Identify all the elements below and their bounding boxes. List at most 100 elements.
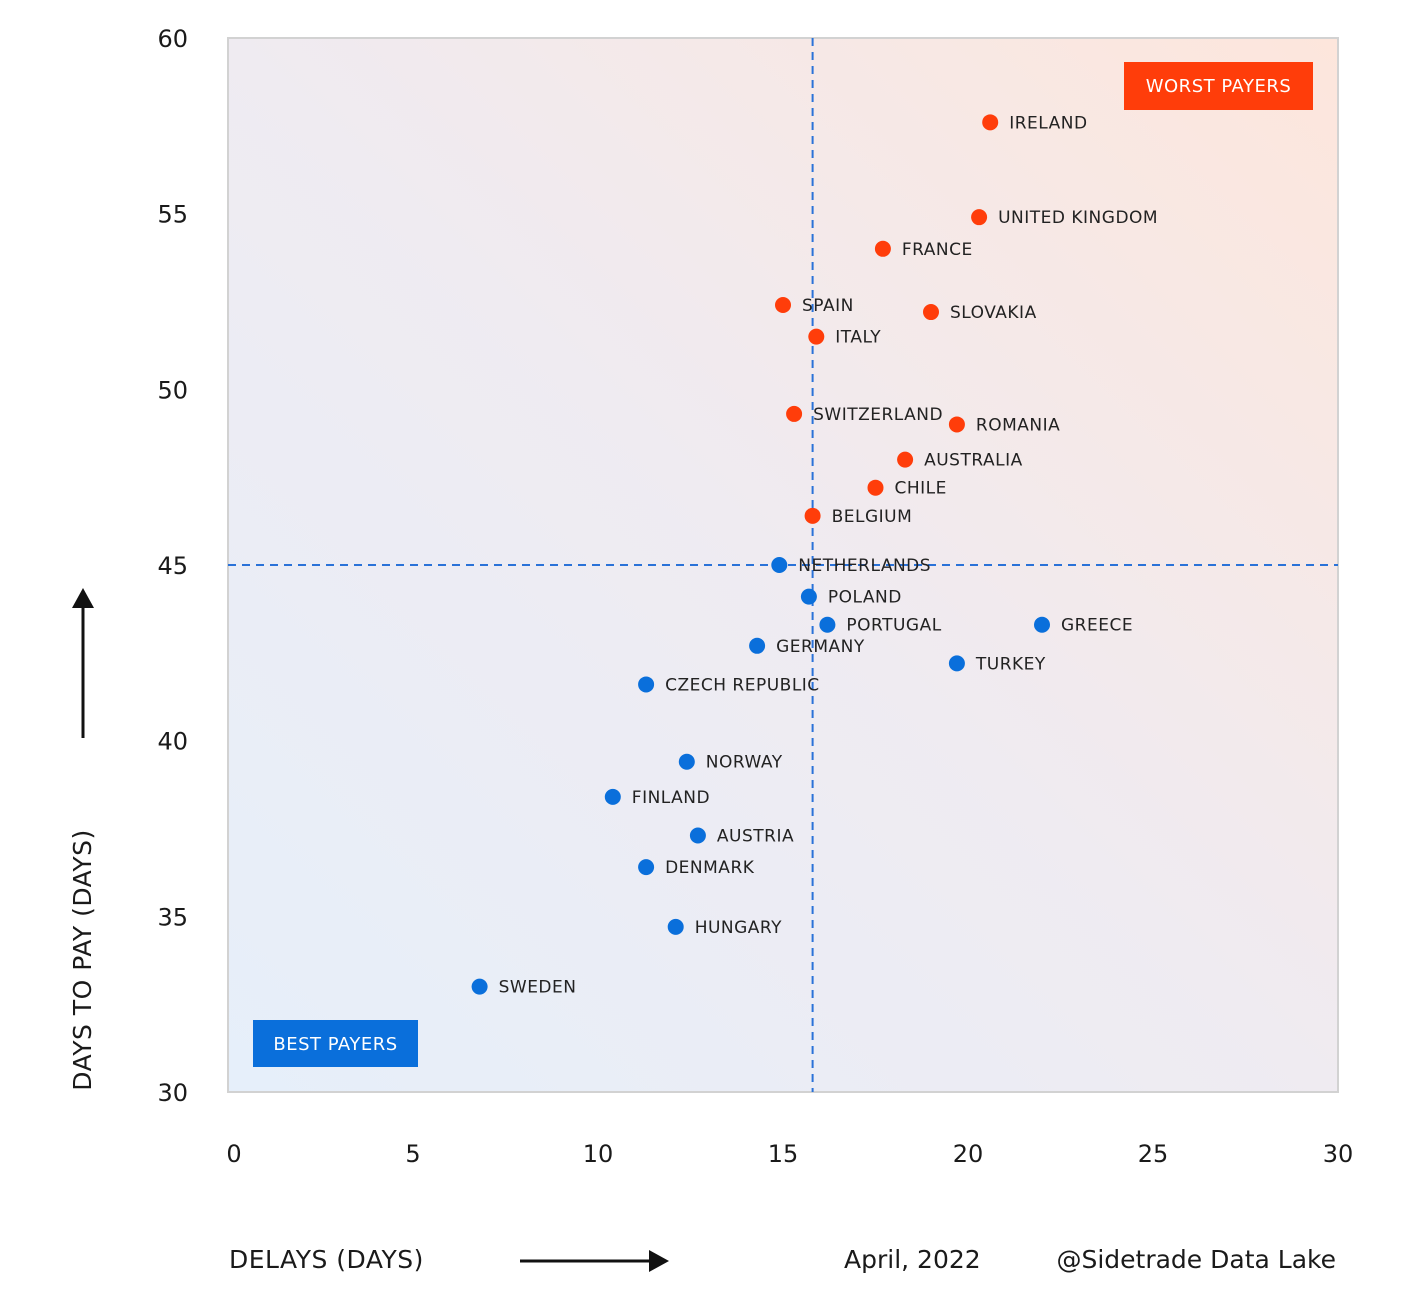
point-label: FRANCE (902, 240, 973, 260)
data-point-germany: GERMANY (749, 637, 865, 657)
point-marker (689, 827, 706, 844)
data-point-switzerland: SWITZERLAND (786, 405, 943, 425)
data-point-austria: AUSTRIA (689, 827, 794, 847)
point-marker (749, 637, 766, 654)
point-label: IRELAND (1009, 113, 1087, 133)
y-axis-title: DAYS TO PAY (DAYS) (68, 829, 97, 1090)
worst-payers-label: WORST PAYERS (1146, 76, 1292, 97)
data-point-turkey: TURKEY (948, 654, 1046, 674)
point-label: AUSTRIA (717, 827, 794, 847)
point-marker (867, 479, 884, 496)
point-marker (775, 297, 791, 314)
x-axis-arrow (520, 1250, 669, 1272)
data-point-norway: NORWAY (678, 753, 783, 773)
point-label: GERMANY (776, 637, 865, 657)
data-point-greece: GREECE (1034, 616, 1133, 636)
point-label: CHILE (895, 479, 947, 499)
point-marker (982, 114, 999, 131)
x-tick-label: 5 (405, 1140, 420, 1168)
footer-date: April, 2022 (844, 1245, 981, 1274)
point-label: POLAND (828, 588, 902, 608)
data-point-italy: ITALY (808, 328, 881, 348)
x-tick-label: 30 (1323, 1140, 1354, 1168)
point-label: ITALY (835, 328, 881, 348)
data-point-chile: CHILE (867, 479, 947, 499)
reference-lines (228, 38, 1338, 1092)
point-marker (948, 655, 965, 672)
data-point-belgium: BELGIUM (804, 507, 913, 527)
point-label: SLOVAKIA (950, 303, 1037, 323)
point-label: ROMANIA (976, 415, 1060, 435)
point-label: NETHERLANDS (798, 556, 931, 576)
footer-source: @Sidetrade Data Lake (1056, 1245, 1336, 1274)
point-marker (804, 507, 821, 524)
y-axis-ticks: 30 35 40 45 50 55 60 (157, 25, 188, 1107)
point-label: SWEDEN (499, 978, 577, 998)
point-marker (819, 616, 836, 633)
point-label: AUSTRALIA (924, 451, 1023, 471)
point-marker (874, 240, 891, 257)
worst-payers-badge: WORST PAYERS (1124, 62, 1313, 110)
x-axis-title: DELAYS (DAYS) (229, 1245, 424, 1274)
point-label: FINLAND (632, 788, 710, 808)
data-point-france: FRANCE (874, 240, 973, 260)
point-label: TURKEY (975, 654, 1046, 674)
point-marker (948, 416, 965, 433)
y-tick-label: 50 (157, 376, 188, 404)
point-label: GREECE (1061, 616, 1133, 636)
x-axis-ticks: 0 5 10 15 20 25 30 (226, 1140, 1353, 1168)
point-label: HUNGARY (695, 918, 782, 938)
x-tick-label: 15 (768, 1140, 799, 1168)
x-tick-label: 25 (1138, 1140, 1169, 1168)
y-tick-label: 60 (157, 25, 188, 53)
point-marker (786, 405, 803, 422)
data-point-netherlands: NETHERLANDS (771, 556, 931, 576)
y-tick-label: 30 (157, 1079, 188, 1107)
point-label: CZECH REPUBLIC (665, 675, 820, 695)
y-tick-label: 35 (157, 903, 188, 931)
data-point-australia: AUSTRALIA (897, 451, 1023, 471)
y-tick-label: 55 (157, 201, 188, 229)
y-axis-arrow (72, 588, 94, 738)
point-marker (638, 859, 655, 876)
data-point-poland: POLAND (800, 588, 902, 608)
data-point-united-kingdom: UNITED KINGDOM (971, 208, 1158, 228)
point-marker (800, 588, 817, 605)
point-label: SPAIN (802, 296, 854, 316)
y-tick-label: 45 (157, 552, 188, 580)
data-point-sweden: SWEDEN (471, 978, 577, 998)
point-marker (667, 918, 684, 935)
point-marker (971, 209, 988, 226)
point-marker (1034, 616, 1050, 633)
point-marker (897, 451, 914, 468)
point-marker (678, 753, 695, 770)
data-point-slovakia: SLOVAKIA (923, 303, 1037, 323)
best-payers-label: BEST PAYERS (273, 1034, 397, 1055)
point-label: UNITED KINGDOM (998, 208, 1158, 228)
best-payers-badge: BEST PAYERS (253, 1020, 418, 1067)
point-marker (771, 557, 788, 573)
data-point-czech-republic: CZECH REPUBLIC (638, 675, 820, 695)
point-marker (923, 304, 939, 321)
y-tick-label: 40 (157, 728, 188, 756)
data-point-ireland: IRELAND (982, 113, 1087, 133)
data-points: IRELAND UNITED KINGDOM FRANCE SPAIN SLOVAKIA… (471, 113, 1158, 998)
point-label: PORTUGAL (846, 616, 941, 636)
x-tick-label: 0 (226, 1140, 241, 1168)
x-tick-label: 20 (953, 1140, 984, 1168)
point-label: BELGIUM (832, 507, 913, 527)
point-label: SWITZERLAND (813, 405, 943, 425)
data-point-portugal: PORTUGAL (819, 616, 941, 636)
point-marker (808, 328, 825, 345)
data-point-denmark: DENMARK (638, 858, 755, 878)
data-point-spain: SPAIN (775, 296, 854, 316)
x-tick-label: 10 (583, 1140, 614, 1168)
point-marker (471, 978, 488, 995)
point-label: DENMARK (665, 858, 755, 878)
point-marker (638, 676, 655, 693)
point-label: NORWAY (706, 753, 783, 773)
data-point-romania: ROMANIA (948, 415, 1060, 435)
point-marker (604, 788, 621, 805)
data-point-finland: FINLAND (604, 788, 710, 808)
